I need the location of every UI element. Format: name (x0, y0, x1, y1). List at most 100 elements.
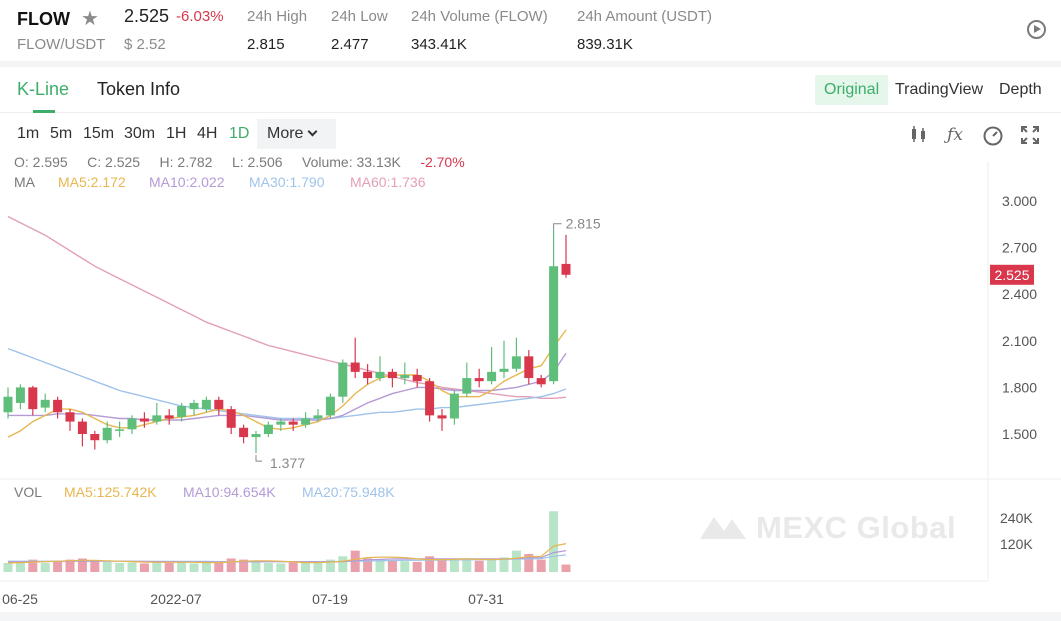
more-label: More (267, 125, 304, 142)
volume-bar-up (301, 563, 311, 572)
usd-price: $ 2.52 (124, 36, 166, 53)
interval-1h[interactable]: 1H (166, 125, 187, 142)
chart-panel: K-Line Token Info Original TradingView D… (0, 67, 1061, 612)
stat-value-24h-amount: 839.31K (577, 36, 633, 53)
candle-up (201, 399, 211, 410)
volume-bar-down (239, 559, 249, 572)
price-tick-label: 1.800 (1002, 379, 1037, 395)
ma60-line (7, 215, 567, 399)
volume-bar-down (77, 558, 87, 572)
play-icon[interactable] (1027, 20, 1046, 39)
volume-bar-up (487, 558, 497, 572)
speed-gauge-icon[interactable] (982, 124, 1004, 146)
ma30-value: MA30:1.790 (249, 174, 325, 190)
ohlc-close: C: 2.525 (87, 154, 141, 170)
volume-bar-down (164, 563, 174, 572)
volume-bar-down (139, 563, 149, 572)
price-tick-label: 1.500 (1002, 426, 1037, 442)
candle-up (40, 399, 50, 408)
volume-bar-up (276, 563, 286, 572)
candle-up (177, 406, 187, 417)
candle-up (251, 434, 261, 438)
candle-down (214, 399, 224, 410)
tab-token-info[interactable]: Token Info (97, 79, 181, 99)
volume-tick-label: 240K (1000, 510, 1033, 526)
volume-bar-down (214, 563, 224, 572)
view-depth-button[interactable]: Depth (999, 81, 1042, 98)
ma-label: MA (14, 174, 35, 190)
interval-1m[interactable]: 1m (17, 125, 40, 142)
fullscreen-icon[interactable] (1019, 124, 1041, 146)
candle-down (90, 434, 100, 441)
more-intervals-dropdown[interactable]: More (257, 119, 336, 149)
candle-down (239, 427, 249, 438)
interval-30m[interactable]: 30m (124, 125, 156, 142)
current-price-tag (990, 264, 1034, 285)
candle-up (511, 356, 521, 369)
volume-bar-up (549, 511, 559, 572)
trading-pair: FLOW/USDT (17, 36, 106, 53)
volume-bar-up (511, 550, 521, 572)
vol-ma5-line (7, 543, 567, 564)
ohlc-high: H: 2.782 (159, 154, 213, 170)
indicator-fx-icon[interactable]: ƒx (947, 125, 963, 145)
volume-bar-up (325, 559, 335, 572)
volume-bar-up (338, 556, 348, 572)
candle-down (53, 399, 63, 413)
stat-value-24h-high: 2.815 (247, 36, 285, 53)
interval-5m[interactable]: 5m (50, 125, 73, 142)
candle-up (375, 371, 385, 379)
candle-up (115, 429, 125, 431)
candle-down (425, 381, 435, 416)
candle-down (139, 418, 149, 422)
volume-bar-up (400, 561, 410, 572)
current-price-label: 2.525 (994, 267, 1029, 283)
volume-bar-up (3, 563, 13, 572)
candle-down (536, 378, 546, 385)
ma60-value: MA60:1.736 (350, 174, 426, 190)
volume-bar-down (90, 560, 100, 572)
volume-bar-down (288, 562, 298, 572)
kline-chart[interactable]: 3.000 2.700 2.400 2.100 1.800 1.500 2.815 1.377… (0, 67, 1061, 612)
price-tick-label: 2.100 (1002, 333, 1037, 349)
candle-up (127, 418, 137, 430)
volume-tick-label: 120K (1000, 536, 1033, 552)
favorite-star-icon[interactable]: ★ (81, 8, 99, 30)
volume-bar-up (102, 561, 112, 572)
high-marker-arrow (553, 223, 562, 230)
candle-down (363, 371, 373, 379)
ohlc-readout: O: 2.595 C: 2.525 H: 2.782 L: 2.506 Volu… (14, 154, 465, 170)
ohlc-volume: Volume: 33.13K (302, 154, 401, 170)
candle-up (276, 421, 286, 425)
ma10-line (8, 352, 567, 421)
high-marker-label: 2.815 (566, 216, 601, 232)
stat-value-24h-low: 2.477 (331, 36, 369, 53)
view-original-button[interactable]: Original (815, 75, 889, 105)
ohlc-low: L: 2.506 (231, 154, 283, 170)
volume-bar-down (425, 556, 435, 572)
candle-up (3, 396, 13, 413)
interval-15m[interactable]: 15m (83, 125, 115, 142)
volume-bar-down (561, 564, 571, 572)
low-marker-label: 1.377 (270, 455, 305, 471)
vol-ma5-value: MA5:125.742K (64, 484, 157, 500)
active-tab-underline (33, 110, 55, 113)
volume-bar-up (189, 563, 199, 572)
candlestick-type-icon[interactable] (908, 124, 930, 146)
candle-up (152, 415, 162, 422)
candle-up (313, 415, 323, 419)
low-marker-arrow (255, 455, 262, 462)
candle-down (412, 374, 422, 382)
volume-bar-down (387, 560, 397, 572)
candle-up (449, 393, 459, 419)
interval-1d[interactable]: 1D (229, 125, 250, 142)
mexc-watermark: MEXC Global (698, 510, 956, 546)
view-tradingview-button[interactable]: TradingView (895, 81, 984, 98)
interval-4h[interactable]: 4H (197, 125, 218, 142)
ticker-header: FLOW ★ FLOW/USDT 2.525 -6.03% $ 2.52 24h… (0, 0, 1061, 61)
volume-bar-down (226, 558, 236, 572)
tab-kline[interactable]: K-Line (17, 79, 70, 99)
volume-bar-up (127, 562, 137, 572)
candle-up (301, 418, 311, 425)
volume-bar-up (115, 563, 125, 572)
